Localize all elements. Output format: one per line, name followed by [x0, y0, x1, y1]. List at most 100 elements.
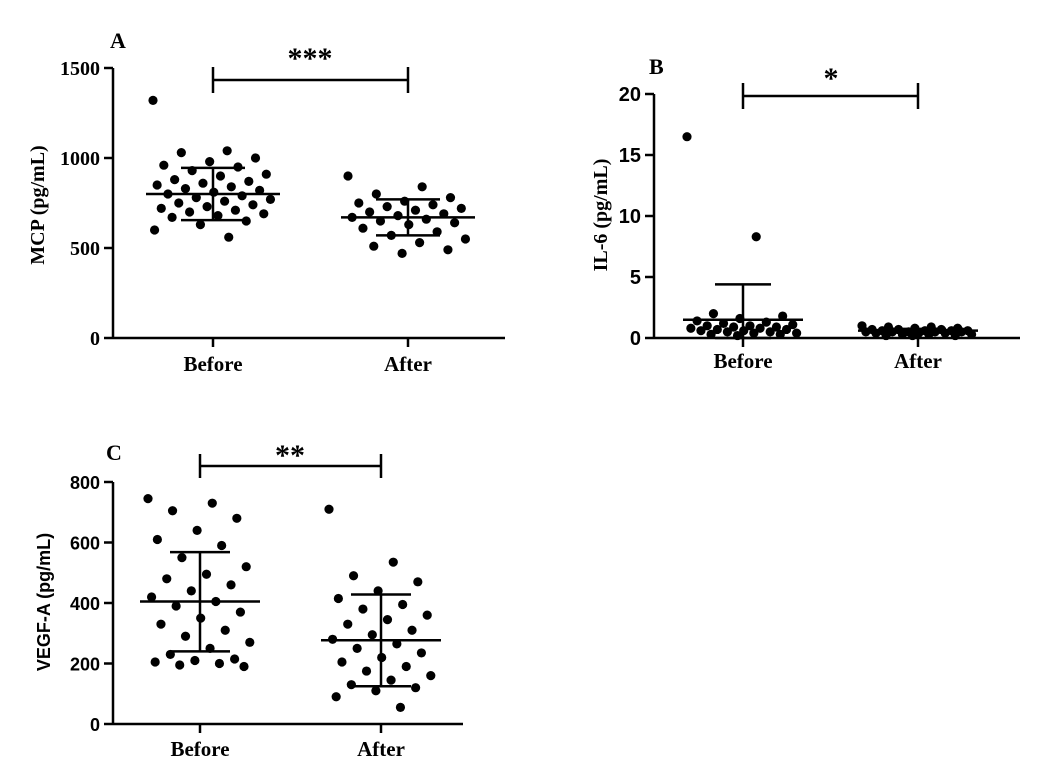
data-point	[184, 207, 195, 217]
data-point	[180, 631, 191, 641]
data-point	[881, 330, 891, 341]
data-point	[205, 643, 215, 653]
y-tick-label: 1500	[60, 58, 100, 80]
data-point	[940, 328, 950, 338]
data-point	[410, 205, 421, 215]
data-point	[205, 157, 215, 167]
data-point	[250, 153, 261, 163]
data-point	[718, 318, 729, 328]
data-point	[416, 648, 427, 658]
data-point	[439, 209, 449, 219]
panel-b-ticks: 0 5 10 15 20 Before After	[619, 84, 942, 373]
data-point	[347, 212, 357, 222]
data-point	[428, 200, 438, 210]
y-tick-label: 800	[70, 473, 100, 493]
y-tick-label: 1000	[60, 148, 100, 170]
data-point	[861, 327, 871, 337]
data-point	[191, 193, 201, 203]
panel-b-letter: B	[649, 54, 664, 79]
data-point	[397, 248, 407, 258]
data-point	[226, 580, 236, 590]
panel-b-y-axis-label: IL-6 (pg/mL)	[590, 159, 612, 272]
data-point	[450, 218, 460, 228]
data-point	[211, 596, 221, 607]
y-tick-label: 0	[630, 328, 641, 350]
data-point	[739, 326, 749, 336]
data-point	[765, 327, 775, 337]
data-point	[375, 216, 386, 226]
data-point	[152, 180, 162, 190]
data-point	[233, 162, 243, 172]
data-point	[708, 309, 719, 319]
panel-a-points	[148, 95, 471, 258]
data-point	[226, 182, 236, 192]
data-point	[388, 557, 398, 567]
data-point	[207, 498, 217, 508]
panel-a-letter: A	[110, 28, 126, 53]
panel-b-significance-bracket	[741, 83, 920, 109]
data-point	[232, 513, 242, 523]
data-point	[907, 330, 918, 341]
data-point	[365, 207, 375, 217]
data-point	[393, 211, 403, 221]
data-point	[702, 321, 712, 331]
data-point	[201, 569, 212, 579]
data-point	[421, 214, 431, 224]
data-point	[222, 146, 232, 156]
data-point	[230, 654, 240, 664]
data-point	[407, 625, 417, 635]
data-point	[456, 203, 466, 213]
data-point	[180, 184, 191, 194]
data-point	[398, 599, 408, 610]
data-point	[241, 216, 251, 226]
y-tick-label: 10	[619, 206, 641, 228]
panel-c-ticks: 0 200 400 600 800 Before After	[70, 473, 405, 761]
data-point	[395, 702, 406, 712]
data-point	[749, 328, 759, 338]
x-category-label: After	[357, 737, 405, 761]
data-point	[392, 639, 402, 649]
data-point	[187, 166, 197, 176]
data-point	[146, 592, 157, 602]
data-point	[732, 330, 743, 341]
data-point	[358, 604, 368, 614]
panel-c-points	[143, 494, 436, 712]
y-tick-label: 0	[90, 328, 100, 350]
data-point	[241, 562, 251, 572]
panel-b: B IL-6 (pg/mL) 0 5 10 15 20 Before After *	[590, 54, 1020, 373]
data-point	[167, 506, 178, 516]
data-point	[235, 607, 246, 617]
data-point	[712, 324, 722, 335]
y-tick-label: 200	[70, 655, 100, 675]
data-point	[186, 586, 196, 596]
data-point	[404, 220, 414, 230]
data-point	[165, 649, 175, 660]
data-point	[170, 175, 180, 185]
data-point	[369, 241, 379, 251]
data-point	[327, 634, 338, 644]
data-point	[174, 198, 184, 208]
data-point	[897, 329, 907, 339]
data-point	[348, 571, 359, 581]
data-point	[706, 329, 716, 339]
data-point	[213, 211, 223, 221]
x-category-label: Before	[713, 349, 772, 373]
data-point	[255, 185, 265, 195]
data-point	[377, 652, 387, 663]
data-point	[729, 322, 739, 332]
data-point	[382, 615, 393, 625]
y-tick-label: 400	[70, 594, 100, 614]
y-tick-label: 5	[630, 267, 641, 289]
data-point	[333, 593, 343, 604]
data-point	[445, 193, 456, 203]
data-point	[248, 200, 258, 210]
data-point	[337, 657, 347, 667]
data-point	[192, 525, 202, 536]
data-point	[401, 661, 411, 672]
x-category-label: After	[894, 349, 942, 373]
data-point	[411, 683, 421, 693]
data-point	[775, 329, 785, 339]
data-point	[382, 202, 392, 212]
data-point	[761, 317, 771, 327]
